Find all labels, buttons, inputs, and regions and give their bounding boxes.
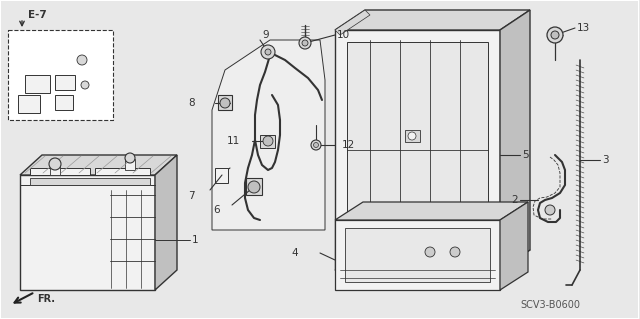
Polygon shape: [30, 178, 150, 185]
Circle shape: [408, 132, 416, 140]
Polygon shape: [405, 130, 420, 142]
Text: 12: 12: [342, 140, 355, 150]
Text: 5: 5: [522, 150, 529, 160]
Text: 4: 4: [291, 248, 298, 258]
Circle shape: [77, 55, 87, 65]
Bar: [55, 75, 75, 90]
Bar: [638, 0, 639, 319]
Polygon shape: [335, 10, 370, 35]
Polygon shape: [347, 42, 488, 258]
Text: 6: 6: [213, 205, 220, 215]
Text: 8: 8: [188, 98, 195, 108]
Circle shape: [547, 27, 563, 43]
Bar: [55, 95, 73, 110]
Circle shape: [425, 247, 435, 257]
Polygon shape: [212, 40, 325, 230]
Circle shape: [302, 40, 308, 46]
Polygon shape: [246, 178, 262, 195]
Circle shape: [314, 143, 319, 147]
Bar: [0, 0, 1, 319]
Circle shape: [81, 81, 89, 89]
Polygon shape: [30, 168, 90, 175]
Bar: [18, 95, 40, 113]
Polygon shape: [20, 155, 177, 175]
Polygon shape: [335, 202, 528, 220]
Circle shape: [248, 181, 260, 193]
Polygon shape: [125, 159, 135, 170]
Polygon shape: [335, 10, 530, 30]
Polygon shape: [218, 95, 232, 110]
Text: 13: 13: [577, 23, 590, 33]
Text: 10: 10: [337, 30, 350, 40]
Bar: [25, 75, 50, 93]
Polygon shape: [345, 228, 490, 282]
Bar: [0, 0, 639, 1]
Text: FR.: FR.: [37, 294, 55, 304]
Text: E-7: E-7: [28, 10, 47, 20]
Polygon shape: [215, 168, 228, 183]
Circle shape: [545, 205, 555, 215]
Polygon shape: [20, 175, 155, 290]
Bar: [0, 318, 639, 319]
Text: 1: 1: [192, 235, 198, 245]
Circle shape: [220, 98, 230, 108]
Circle shape: [49, 158, 61, 170]
Polygon shape: [335, 220, 500, 290]
Polygon shape: [500, 202, 528, 290]
Text: 7: 7: [188, 191, 195, 201]
Text: 3: 3: [602, 155, 609, 165]
Circle shape: [551, 31, 559, 39]
Circle shape: [261, 45, 275, 59]
Polygon shape: [500, 10, 530, 270]
Circle shape: [125, 153, 135, 163]
Polygon shape: [155, 155, 177, 290]
Circle shape: [311, 140, 321, 150]
Polygon shape: [260, 135, 275, 148]
Circle shape: [450, 247, 460, 257]
Text: 9: 9: [262, 30, 269, 40]
Circle shape: [265, 49, 271, 55]
Polygon shape: [95, 168, 150, 175]
Text: 2: 2: [511, 195, 518, 205]
Polygon shape: [335, 30, 500, 270]
Polygon shape: [50, 163, 60, 175]
Text: SCV3-B0600: SCV3-B0600: [520, 300, 580, 310]
Bar: [8, 30, 113, 120]
Circle shape: [263, 136, 273, 146]
Circle shape: [299, 37, 311, 49]
Text: 11: 11: [227, 136, 240, 146]
